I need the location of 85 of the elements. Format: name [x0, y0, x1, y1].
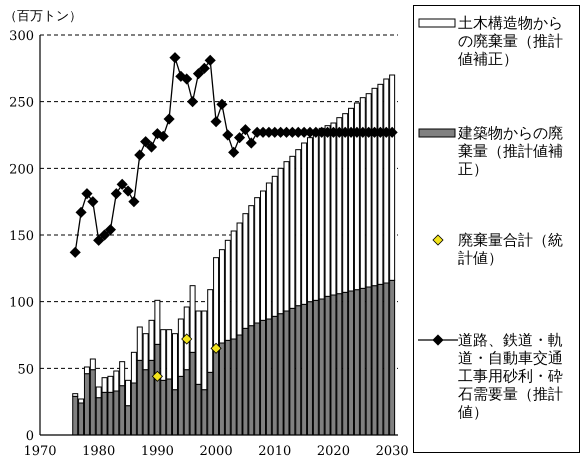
legend-label: 廃棄量合計（統計値）	[458, 231, 564, 267]
point	[210, 342, 222, 354]
bar	[272, 176, 278, 317]
point	[228, 146, 240, 158]
x-tick-label: 2000	[200, 444, 233, 459]
bar	[224, 240, 231, 341]
point	[234, 132, 245, 144]
bar	[130, 352, 137, 384]
point	[158, 130, 169, 142]
point	[204, 54, 216, 66]
bar	[266, 182, 272, 320]
bar	[389, 74, 396, 281]
bar	[342, 113, 348, 293]
y-tick-label: 100	[9, 296, 34, 311]
x-tick-label: 2020	[316, 444, 350, 459]
bar	[289, 156, 296, 309]
point	[140, 136, 152, 148]
bar	[348, 108, 354, 292]
y-tick-label: 200	[9, 162, 34, 178]
point	[99, 230, 110, 240]
point	[93, 234, 104, 246]
bar	[160, 329, 166, 381]
x-tick-label: 2010	[258, 444, 292, 459]
y-axis-title: （百万トン）	[4, 9, 82, 24]
point	[164, 114, 175, 124]
bar	[148, 320, 155, 361]
point	[246, 138, 257, 148]
point	[76, 206, 86, 218]
x-tick-label: 1990	[140, 444, 174, 459]
point	[82, 188, 92, 200]
bar	[284, 161, 290, 312]
legend-label: 土木構造物からの廃棄量（推計値補正）	[458, 14, 564, 68]
bar	[366, 93, 372, 288]
bar	[372, 88, 378, 286]
y-tick-label: 50	[17, 362, 34, 378]
point	[87, 196, 98, 208]
legend-label: 道路、鉄道・軌道・自動車交通工事用砂利・砕石需要量（推計値）	[458, 331, 564, 421]
bar	[72, 393, 78, 397]
bar	[125, 380, 132, 406]
bar	[142, 333, 149, 370]
bar	[172, 333, 178, 390]
point	[216, 98, 228, 110]
bar	[201, 310, 208, 390]
y-tick-label: 150	[9, 229, 34, 244]
x-tick-label: 1970	[23, 444, 57, 459]
point	[116, 178, 128, 190]
bar	[102, 377, 108, 393]
y-tick-label: 250	[9, 96, 34, 111]
point	[152, 370, 163, 382]
x-tick-label: 1980	[82, 444, 116, 459]
bar	[295, 149, 302, 306]
point	[128, 196, 140, 208]
bar	[166, 329, 172, 380]
point	[198, 62, 210, 74]
bar	[248, 205, 254, 326]
bar	[260, 190, 266, 321]
point	[193, 68, 204, 80]
bar	[136, 326, 143, 361]
bar	[254, 197, 260, 324]
bar	[195, 310, 202, 385]
point	[181, 74, 192, 84]
bar	[236, 222, 243, 336]
point	[105, 224, 116, 236]
point	[134, 150, 146, 160]
point	[146, 142, 157, 152]
x-tick-label: 2030	[376, 444, 409, 459]
bar	[242, 213, 248, 329]
bar	[377, 84, 384, 285]
point	[210, 116, 222, 128]
point	[70, 246, 81, 258]
legend-label: 建築物からの廃棄量（推計値補正）	[458, 124, 564, 178]
point	[222, 130, 234, 140]
bar	[96, 386, 102, 398]
bar	[107, 376, 114, 393]
y-tick-label: 0	[26, 429, 34, 444]
point	[110, 188, 122, 200]
bar	[78, 398, 84, 404]
point	[170, 52, 180, 64]
point	[240, 124, 251, 136]
point	[181, 334, 192, 344]
bar	[178, 318, 184, 377]
bar	[278, 168, 284, 314]
point	[122, 186, 134, 196]
point	[187, 96, 198, 108]
y-tick-label: 300	[9, 29, 34, 44]
